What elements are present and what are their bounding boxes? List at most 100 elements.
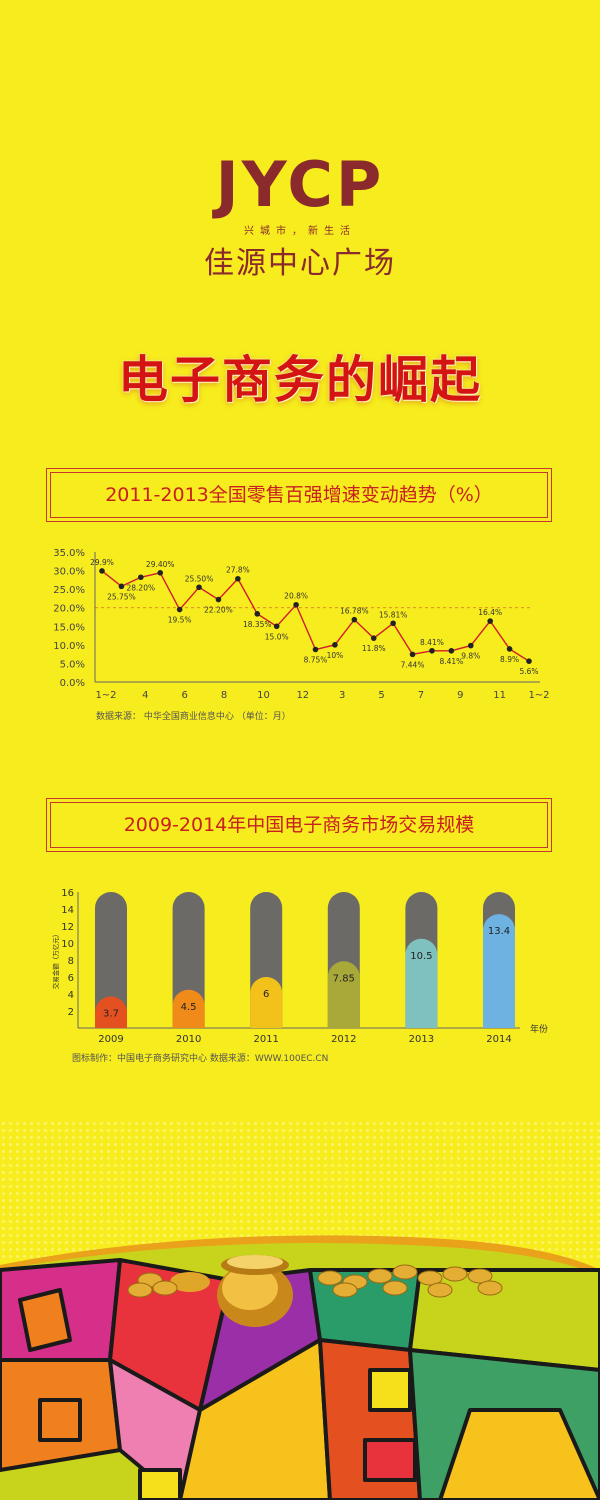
- data-point: [429, 647, 435, 654]
- x-tick-label: 3: [339, 690, 345, 701]
- y-tick-label: 0.0%: [60, 678, 85, 689]
- data-label: 8.41%: [439, 657, 463, 666]
- y-tick-label: 30.0%: [53, 567, 85, 578]
- bar: [172, 989, 205, 1028]
- data-point: [254, 611, 261, 617]
- data-point: [332, 642, 338, 648]
- bar-value-label: 3.7: [103, 1009, 119, 1020]
- data-point: [138, 574, 144, 581]
- bar-value-label: 4.5: [181, 1002, 197, 1013]
- data-point: [293, 601, 299, 608]
- bar-chart-title-box: 2009-2014年中国电子商务市场交易规模: [46, 798, 552, 852]
- x-tick-label: 5: [378, 690, 384, 701]
- x-tick-label: 12: [296, 690, 309, 701]
- data-label: 29.9%: [90, 558, 114, 567]
- data-point: [409, 651, 416, 658]
- data-label: 8.41%: [420, 638, 444, 647]
- bar-value-label: 10.5: [410, 951, 432, 962]
- headline: 电子商务的崛起: [118, 351, 482, 409]
- x-tick-label: 2011: [253, 1034, 278, 1045]
- x-tick-label: 10: [257, 690, 270, 701]
- gold-pot-icon: [127, 1255, 503, 1327]
- data-point: [526, 658, 532, 664]
- bar-track: [95, 892, 127, 1028]
- data-label: 16.4%: [478, 608, 502, 617]
- x-tick-label: 7: [418, 690, 424, 701]
- data-label: 15.0%: [265, 632, 289, 641]
- x-tick-label: 2012: [331, 1034, 356, 1045]
- x-axis-label: 年份: [530, 1023, 548, 1035]
- data-label: 28.20%: [127, 583, 156, 592]
- bar: [95, 996, 127, 1028]
- data-point: [273, 623, 280, 630]
- data-point: [118, 583, 125, 590]
- data-point: [448, 647, 455, 654]
- bar-chart-source: 图标制作：中国电子商务研究中心 数据来源：WWW.100EC.CN: [72, 1054, 329, 1064]
- y-tick-label: 5.0%: [60, 659, 85, 670]
- y-tick-label: 12: [61, 922, 74, 933]
- y-tick-label: 2: [68, 1007, 74, 1018]
- data-label: 5.6%: [519, 667, 538, 676]
- data-label: 20.8%: [284, 592, 308, 601]
- x-tick-label: 1~2: [528, 690, 549, 701]
- data-point: [157, 570, 164, 576]
- decorative-stained-glass: [0, 1235, 600, 1500]
- brand-logo: JYCP: [215, 148, 385, 221]
- data-label: 8.9%: [500, 655, 519, 664]
- data-label: 16.78%: [340, 607, 369, 616]
- x-tick-label: 8: [221, 690, 227, 701]
- x-tick-label: 2010: [176, 1034, 201, 1045]
- data-point: [390, 620, 396, 627]
- x-tick-label: 2014: [486, 1034, 511, 1045]
- x-tick-label: 1~2: [95, 690, 116, 701]
- data-label: 10%: [327, 651, 344, 660]
- x-tick-label: 2009: [98, 1034, 123, 1045]
- y-tick-label: 20.0%: [53, 604, 85, 615]
- data-label: 19.5%: [168, 616, 192, 625]
- data-point: [196, 584, 202, 591]
- y-axis-label: 交易金额（万亿元）: [51, 931, 60, 990]
- y-tick-label: 10: [61, 939, 74, 950]
- data-point: [506, 646, 513, 652]
- y-tick-label: 14: [61, 905, 74, 916]
- data-point: [487, 618, 493, 624]
- data-point: [351, 616, 358, 623]
- data-label: 7.44%: [401, 660, 425, 669]
- bar: [483, 914, 515, 1028]
- y-tick-label: 25.0%: [53, 585, 85, 596]
- data-label: 11.8%: [362, 644, 386, 653]
- x-tick-label: 9: [457, 690, 463, 701]
- bar-chart: 2 4 6 8 10 12 14 16 交易金额（万亿元） 年份 3.7 2009 4.5 2010 6 20…: [51, 888, 548, 1045]
- data-point: [176, 606, 183, 613]
- data-label: 25.75%: [107, 592, 136, 601]
- data-point: [99, 568, 105, 574]
- line-chart: 0.0% 5.0% 10.0% 15.0% 20.0% 25.0% 30.0% 35.0% 29…: [53, 548, 549, 701]
- bar-value-label: 6: [263, 989, 269, 1000]
- data-label: 18.35%: [243, 620, 272, 629]
- line-chart-source: 数据来源： 中华全国商业信息中心 （单位：月）: [96, 712, 291, 722]
- data-point: [235, 575, 241, 582]
- y-tick-label: 8: [68, 956, 74, 967]
- data-label: 27.8%: [226, 566, 250, 575]
- data-label: 22.20%: [204, 606, 233, 615]
- data-point: [215, 596, 222, 603]
- bar: [405, 938, 438, 1028]
- y-tick-label: 4: [68, 990, 74, 1001]
- bar-value-label: 13.4: [488, 926, 510, 937]
- y-tick-label: 16: [61, 888, 74, 899]
- bar: [327, 961, 360, 1028]
- bar: [250, 977, 283, 1028]
- data-point: [370, 635, 377, 641]
- line-chart-title-box: 2011-2013全国零售百强增速变动趋势（%）: [46, 468, 552, 522]
- data-point: [312, 646, 319, 653]
- bar-value-label: 7.85: [333, 973, 355, 984]
- data-point: [467, 642, 474, 649]
- x-tick-label: 2013: [409, 1034, 434, 1045]
- y-tick-label: 15.0%: [53, 622, 85, 633]
- bar-chart-title: 2009-2014年中国电子商务市场交易规模: [123, 814, 475, 836]
- data-label: 9.8%: [461, 652, 480, 661]
- x-tick-label: 6: [182, 690, 188, 701]
- y-tick-label: 6: [68, 973, 74, 984]
- x-tick-label: 11: [493, 690, 506, 701]
